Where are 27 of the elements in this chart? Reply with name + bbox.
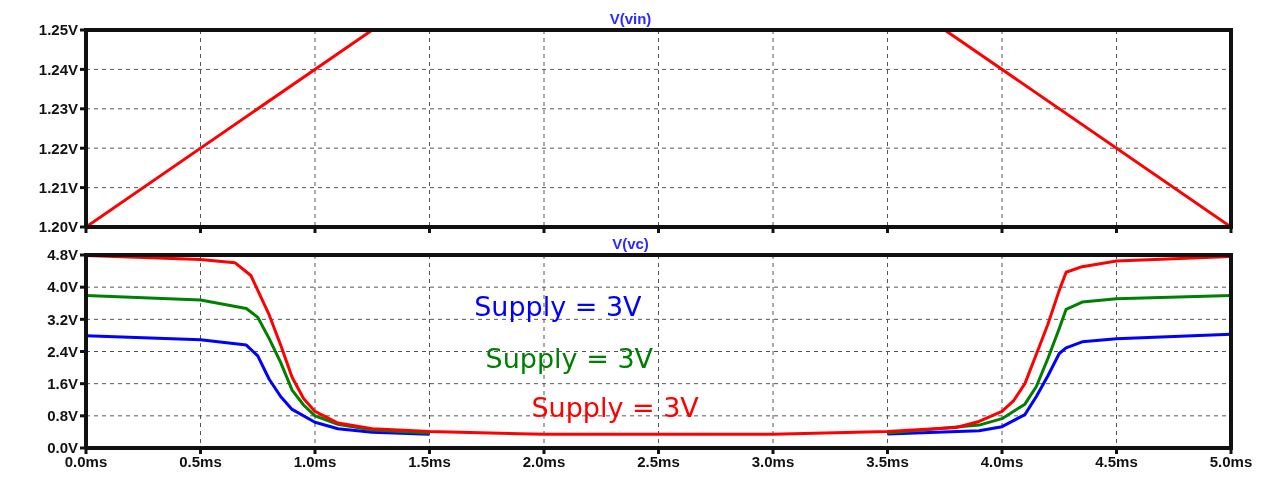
x-tick-label: 1.5ms [408,452,451,470]
text: Supply = 3V [485,343,654,375]
y-tick-label: 2.4V [47,342,78,360]
x-tick-label: 5.0ms [1209,452,1253,470]
y-tick-label: 1.22V [38,139,78,157]
y-tick-label: 1.23V [38,100,78,118]
chart-title: V(vin) [609,10,652,27]
y-tick-label: 1.21V [38,178,78,196]
y-tick-label: 4.8V [47,246,78,264]
chart-title: V(vc) [612,235,649,252]
y-tick-label: 3.2V [47,310,78,328]
series-label: Supply = 3V [531,391,699,423]
text: Supply = 3V [474,291,642,323]
x-tick-label: 0.5ms [179,452,222,470]
x-tick-label: 3.5ms [866,452,909,470]
x-tick-label: 2.5ms [637,452,680,470]
y-tick-label: 4.0V [47,278,78,296]
y-tick-label: 1.20V [38,218,78,236]
y-tick-label: 0.8V [47,407,78,425]
y-tick-label: 1.6V [47,374,78,392]
x-tick-label: 1.0ms [293,452,337,470]
y-tick-label: 1.24V [38,60,78,78]
x-tick-label: 4.5ms [1095,452,1138,470]
y-tick-label: 1.25V [38,21,78,39]
x-tick-label: 4.0ms [980,452,1024,470]
x-tick-label: 2.0ms [522,452,566,470]
x-tick-label: 3.0ms [751,452,795,470]
